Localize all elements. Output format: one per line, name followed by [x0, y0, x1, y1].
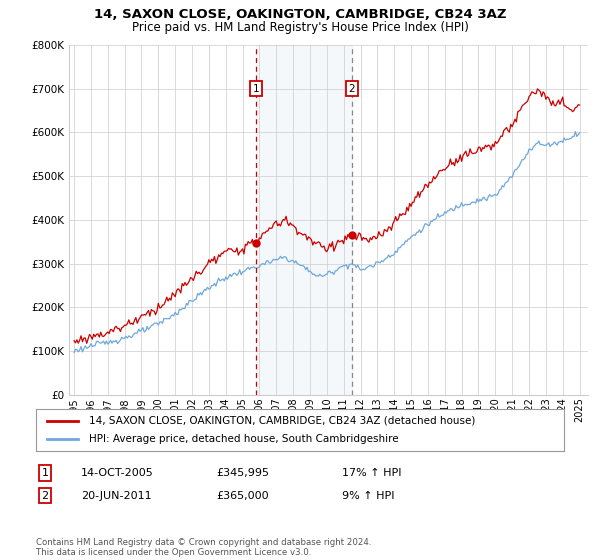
Text: Price paid vs. HM Land Registry's House Price Index (HPI): Price paid vs. HM Land Registry's House …	[131, 21, 469, 34]
Text: 1: 1	[253, 83, 259, 94]
Text: 20-JUN-2011: 20-JUN-2011	[81, 491, 152, 501]
Text: £365,000: £365,000	[216, 491, 269, 501]
Text: 14, SAXON CLOSE, OAKINGTON, CAMBRIDGE, CB24 3AZ: 14, SAXON CLOSE, OAKINGTON, CAMBRIDGE, C…	[94, 8, 506, 21]
Text: Contains HM Land Registry data © Crown copyright and database right 2024.
This d: Contains HM Land Registry data © Crown c…	[36, 538, 371, 557]
Text: 2: 2	[41, 491, 49, 501]
Text: 14-OCT-2005: 14-OCT-2005	[81, 468, 154, 478]
Bar	[256, 45, 352, 395]
Text: 2: 2	[348, 83, 355, 94]
Text: 14, SAXON CLOSE, OAKINGTON, CAMBRIDGE, CB24 3AZ (detached house): 14, SAXON CLOSE, OAKINGTON, CAMBRIDGE, C…	[89, 416, 475, 426]
Text: 9% ↑ HPI: 9% ↑ HPI	[342, 491, 395, 501]
Text: 17% ↑ HPI: 17% ↑ HPI	[342, 468, 401, 478]
Text: HPI: Average price, detached house, South Cambridgeshire: HPI: Average price, detached house, Sout…	[89, 434, 398, 444]
Text: 1: 1	[41, 468, 49, 478]
Text: £345,995: £345,995	[216, 468, 269, 478]
